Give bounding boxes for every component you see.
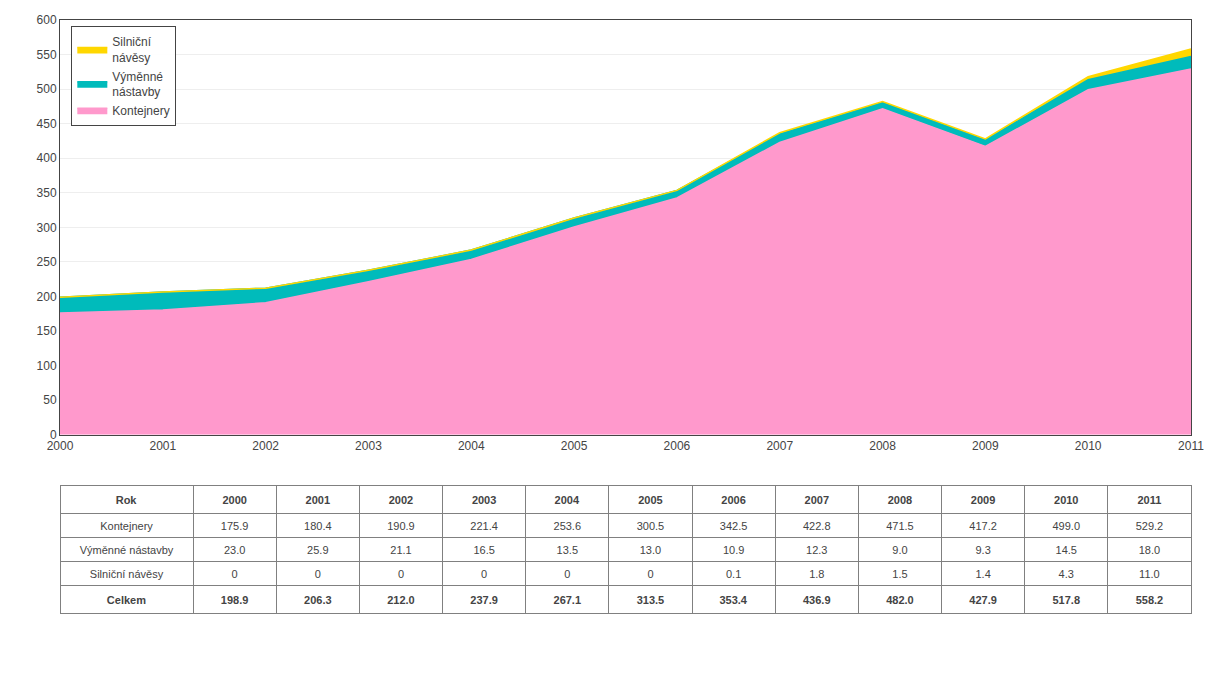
svg-text:Silniční návěsy: Silniční návěsy [90, 568, 164, 580]
svg-text:482.0: 482.0 [886, 594, 914, 606]
svg-text:237.9: 237.9 [470, 594, 498, 606]
svg-text:558.2: 558.2 [1136, 594, 1164, 606]
svg-text:342.5: 342.5 [720, 520, 748, 532]
svg-text:2011: 2011 [1178, 439, 1204, 453]
svg-text:21.1: 21.1 [390, 544, 411, 556]
svg-text:300: 300 [37, 221, 57, 235]
svg-text:550: 550 [37, 48, 57, 62]
svg-text:Výměnnénástavby: Výměnnénástavby [112, 70, 163, 100]
svg-text:Kontejnery: Kontejnery [112, 104, 169, 118]
svg-text:2011: 2011 [1137, 494, 1161, 506]
svg-text:436.9: 436.9 [803, 594, 831, 606]
svg-text:180.4: 180.4 [304, 520, 332, 532]
svg-text:Rok: Rok [116, 494, 138, 506]
svg-text:2000: 2000 [47, 439, 74, 453]
svg-text:417.2: 417.2 [969, 520, 997, 532]
svg-text:2003: 2003 [472, 494, 496, 506]
svg-text:313.5: 313.5 [637, 594, 665, 606]
svg-text:25.9: 25.9 [307, 544, 328, 556]
svg-text:2006: 2006 [721, 494, 745, 506]
svg-text:0: 0 [50, 428, 57, 442]
svg-text:1.5: 1.5 [892, 568, 907, 580]
svg-text:50: 50 [43, 393, 57, 407]
svg-text:Celkem: Celkem [107, 594, 146, 606]
svg-text:253.6: 253.6 [554, 520, 582, 532]
svg-text:2007: 2007 [766, 439, 793, 453]
svg-text:0: 0 [232, 568, 238, 580]
svg-text:0: 0 [398, 568, 404, 580]
svg-text:471.5: 471.5 [886, 520, 914, 532]
svg-text:0: 0 [315, 568, 321, 580]
svg-text:2000: 2000 [222, 494, 246, 506]
svg-text:16.5: 16.5 [473, 544, 494, 556]
svg-text:100: 100 [37, 359, 57, 373]
svg-text:18.0: 18.0 [1139, 544, 1160, 556]
svg-text:1.4: 1.4 [975, 568, 990, 580]
svg-text:529.2: 529.2 [1136, 520, 1164, 532]
svg-text:13.5: 13.5 [557, 544, 578, 556]
svg-text:23.0: 23.0 [224, 544, 245, 556]
svg-text:350: 350 [37, 186, 57, 200]
svg-text:9.0: 9.0 [892, 544, 907, 556]
svg-text:2007: 2007 [805, 494, 829, 506]
svg-text:150: 150 [37, 324, 57, 338]
svg-text:206.3: 206.3 [304, 594, 332, 606]
svg-text:2008: 2008 [888, 494, 912, 506]
svg-text:2001: 2001 [149, 439, 176, 453]
svg-text:12.3: 12.3 [806, 544, 827, 556]
svg-text:0: 0 [481, 568, 487, 580]
svg-text:267.1: 267.1 [554, 594, 582, 606]
svg-text:400: 400 [37, 151, 57, 165]
svg-text:2002: 2002 [389, 494, 413, 506]
svg-text:450: 450 [37, 117, 57, 131]
svg-text:500: 500 [37, 82, 57, 96]
svg-text:2006: 2006 [664, 439, 691, 453]
svg-text:9.3: 9.3 [975, 544, 990, 556]
svg-text:427.9: 427.9 [969, 594, 997, 606]
svg-text:2010: 2010 [1054, 494, 1078, 506]
svg-text:1.8: 1.8 [809, 568, 824, 580]
svg-text:499.0: 499.0 [1052, 520, 1080, 532]
svg-text:2002: 2002 [252, 439, 279, 453]
svg-text:0: 0 [564, 568, 570, 580]
svg-text:Výměnné nástavby: Výměnné nástavby [80, 544, 174, 556]
svg-text:10.9: 10.9 [723, 544, 744, 556]
svg-text:250: 250 [37, 255, 57, 269]
svg-text:422.8: 422.8 [803, 520, 831, 532]
svg-text:175.9: 175.9 [221, 520, 249, 532]
svg-text:221.4: 221.4 [470, 520, 498, 532]
svg-text:2004: 2004 [458, 439, 485, 453]
svg-text:2003: 2003 [355, 439, 382, 453]
svg-text:200: 200 [37, 290, 57, 304]
svg-text:212.0: 212.0 [387, 594, 415, 606]
svg-text:4.3: 4.3 [1059, 568, 1074, 580]
svg-text:2010: 2010 [1075, 439, 1102, 453]
svg-text:11.0: 11.0 [1139, 568, 1160, 580]
svg-text:2009: 2009 [971, 494, 995, 506]
svg-text:Kontejnery: Kontejnery [100, 520, 153, 532]
svg-text:517.8: 517.8 [1052, 594, 1080, 606]
svg-text:300.5: 300.5 [637, 520, 665, 532]
svg-text:2009: 2009 [972, 439, 999, 453]
svg-text:Silničnínávěsy: Silničnínávěsy [112, 35, 151, 65]
svg-text:13.0: 13.0 [640, 544, 661, 556]
svg-text:353.4: 353.4 [719, 594, 747, 606]
svg-text:2005: 2005 [561, 439, 588, 453]
svg-text:0.1: 0.1 [726, 568, 741, 580]
svg-text:2008: 2008 [869, 439, 896, 453]
svg-text:600: 600 [37, 13, 57, 27]
svg-text:190.9: 190.9 [387, 520, 415, 532]
svg-text:2005: 2005 [638, 494, 662, 506]
svg-text:198.9: 198.9 [221, 594, 249, 606]
svg-text:2001: 2001 [306, 494, 330, 506]
svg-text:14.5: 14.5 [1056, 544, 1077, 556]
svg-text:2004: 2004 [555, 494, 580, 506]
svg-text:0: 0 [647, 568, 653, 580]
